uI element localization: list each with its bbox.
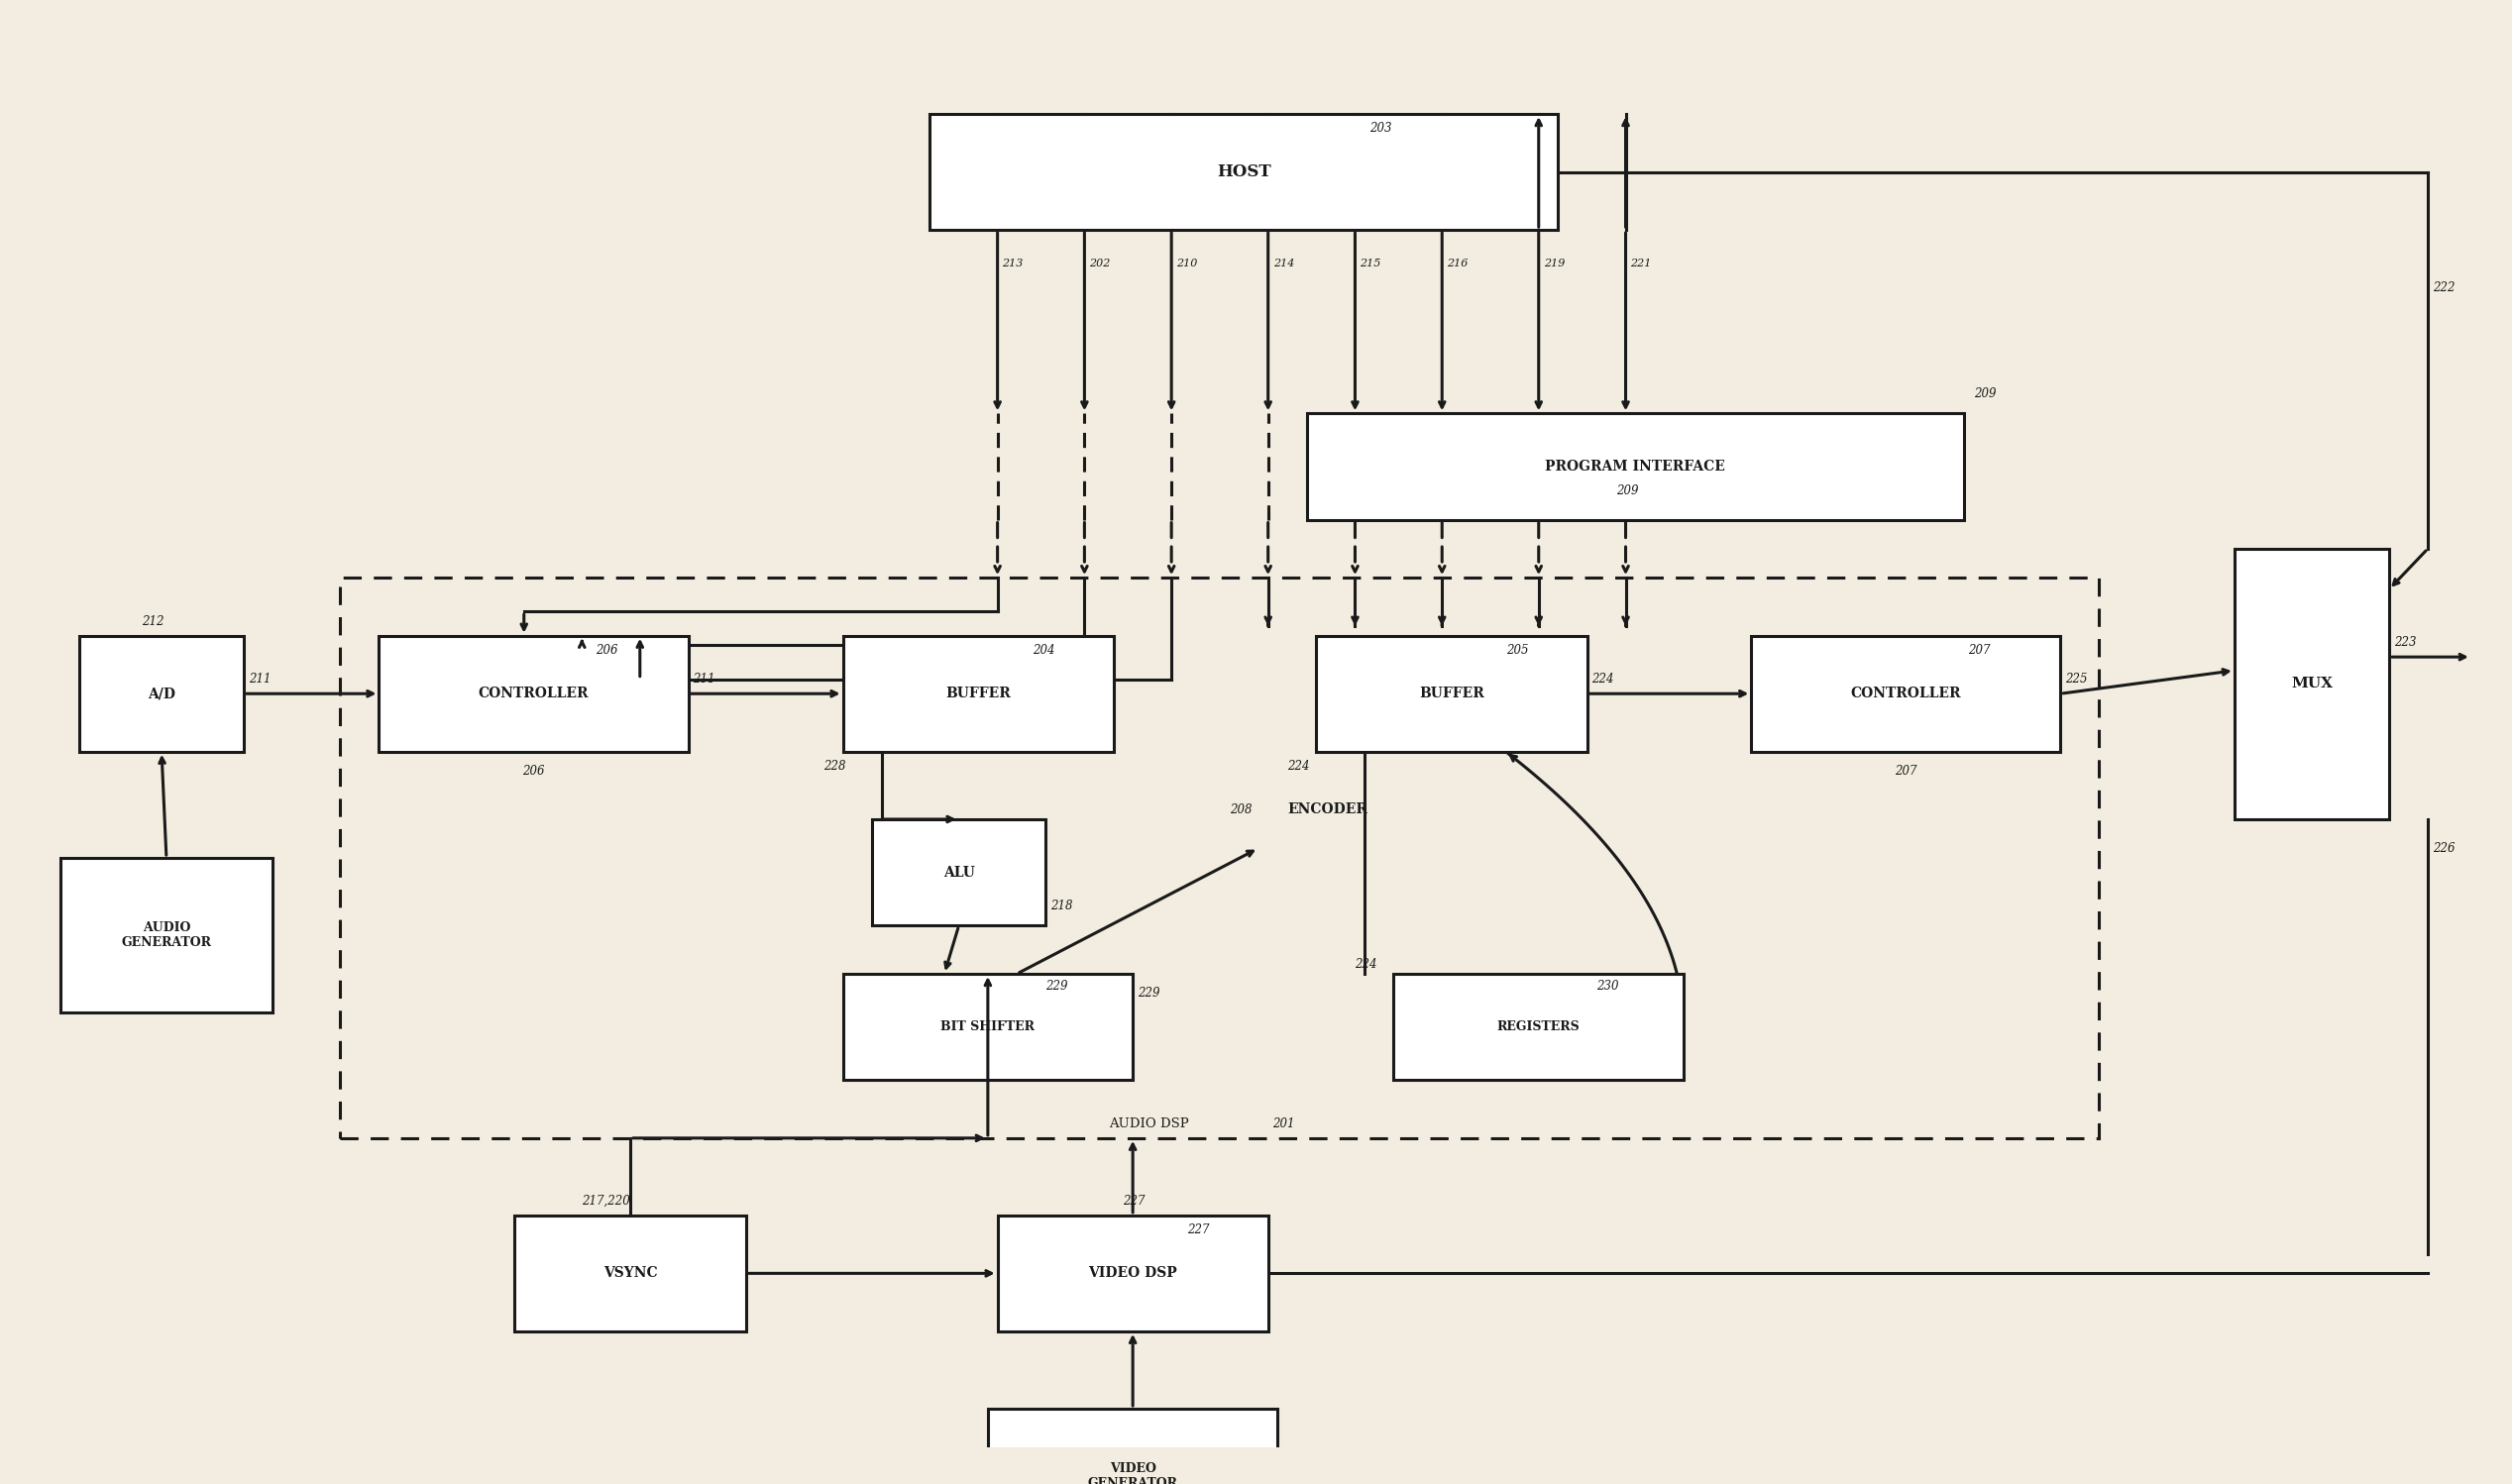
Bar [339,577,2100,1138]
Text: A/D: A/D [148,687,176,700]
Text: 207: 207 [1894,764,1917,778]
Bar [997,1215,1269,1331]
Text: 203: 203 [1369,122,1392,135]
Bar [1394,974,1683,1080]
Text: 206: 206 [522,764,545,778]
Bar [844,635,1113,751]
Bar [929,114,1557,230]
Text: 204: 204 [1032,644,1055,656]
Text: AUDIO DSP: AUDIO DSP [1110,1117,1188,1129]
Text: 221: 221 [1630,258,1653,269]
Text: ALU: ALU [942,865,975,880]
Text: 228: 228 [824,760,847,773]
Text: 224: 224 [1593,672,1615,686]
Text: 206: 206 [595,644,618,656]
Text: 208: 208 [1228,803,1251,816]
Text: HOST: HOST [1216,163,1271,181]
Text: 217,220: 217,220 [583,1195,631,1208]
Text: 229: 229 [1138,987,1161,1000]
Text: 225: 225 [2065,672,2087,686]
Text: CONTROLLER: CONTROLLER [1851,687,1962,700]
Text: VIDEO
GENERATOR: VIDEO GENERATOR [1088,1462,1178,1484]
Text: 224: 224 [1289,760,1309,773]
Bar [872,819,1045,926]
Text: 207: 207 [1967,644,1990,656]
Bar [1751,635,2060,751]
Text: 230: 230 [1598,979,1618,993]
Text: 209: 209 [1615,484,1638,497]
Text: ENCODER: ENCODER [1289,803,1367,816]
Text: 205: 205 [1505,644,1527,656]
Text: MUX: MUX [2291,677,2334,692]
Bar [987,1408,1279,1484]
Bar [844,974,1133,1080]
Text: 226: 226 [2432,841,2454,855]
Text: BIT SHIFTER: BIT SHIFTER [942,1021,1035,1033]
Bar [60,858,274,1012]
Text: 223: 223 [2394,637,2417,649]
Text: CONTROLLER: CONTROLLER [477,687,588,700]
Text: 201: 201 [1274,1117,1294,1129]
Bar [515,1215,746,1331]
Text: 213: 213 [1002,258,1022,269]
Bar [2236,549,2389,819]
Text: 216: 216 [1447,258,1467,269]
Text: 210: 210 [1176,258,1198,269]
Text: 209: 209 [1974,387,1997,401]
Text: 211: 211 [693,672,716,686]
Text: 224: 224 [1354,957,1377,971]
Text: 202: 202 [1090,258,1110,269]
Text: 219: 219 [1542,258,1565,269]
Bar [1316,635,1588,751]
Text: VSYNC: VSYNC [603,1266,658,1281]
Text: VIDEO DSP: VIDEO DSP [1088,1266,1178,1281]
Text: 222: 222 [2432,282,2454,294]
Text: 212: 212 [143,614,166,628]
Bar [379,635,688,751]
Text: BUFFER: BUFFER [1419,687,1485,700]
Text: BUFFER: BUFFER [945,687,1010,700]
Text: PROGRAM INTERFACE: PROGRAM INTERFACE [1545,460,1726,473]
Bar [80,635,244,751]
Text: REGISTERS: REGISTERS [1497,1021,1580,1033]
Text: 211: 211 [249,672,271,686]
Text: 227: 227 [1186,1223,1208,1236]
Bar [1306,414,1964,519]
Text: AUDIO
GENERATOR: AUDIO GENERATOR [121,922,211,950]
Text: 214: 214 [1274,258,1294,269]
Text: 215: 215 [1359,258,1382,269]
Text: 218: 218 [1050,899,1073,913]
Text: 229: 229 [1045,979,1068,993]
Text: 227: 227 [1123,1195,1145,1208]
